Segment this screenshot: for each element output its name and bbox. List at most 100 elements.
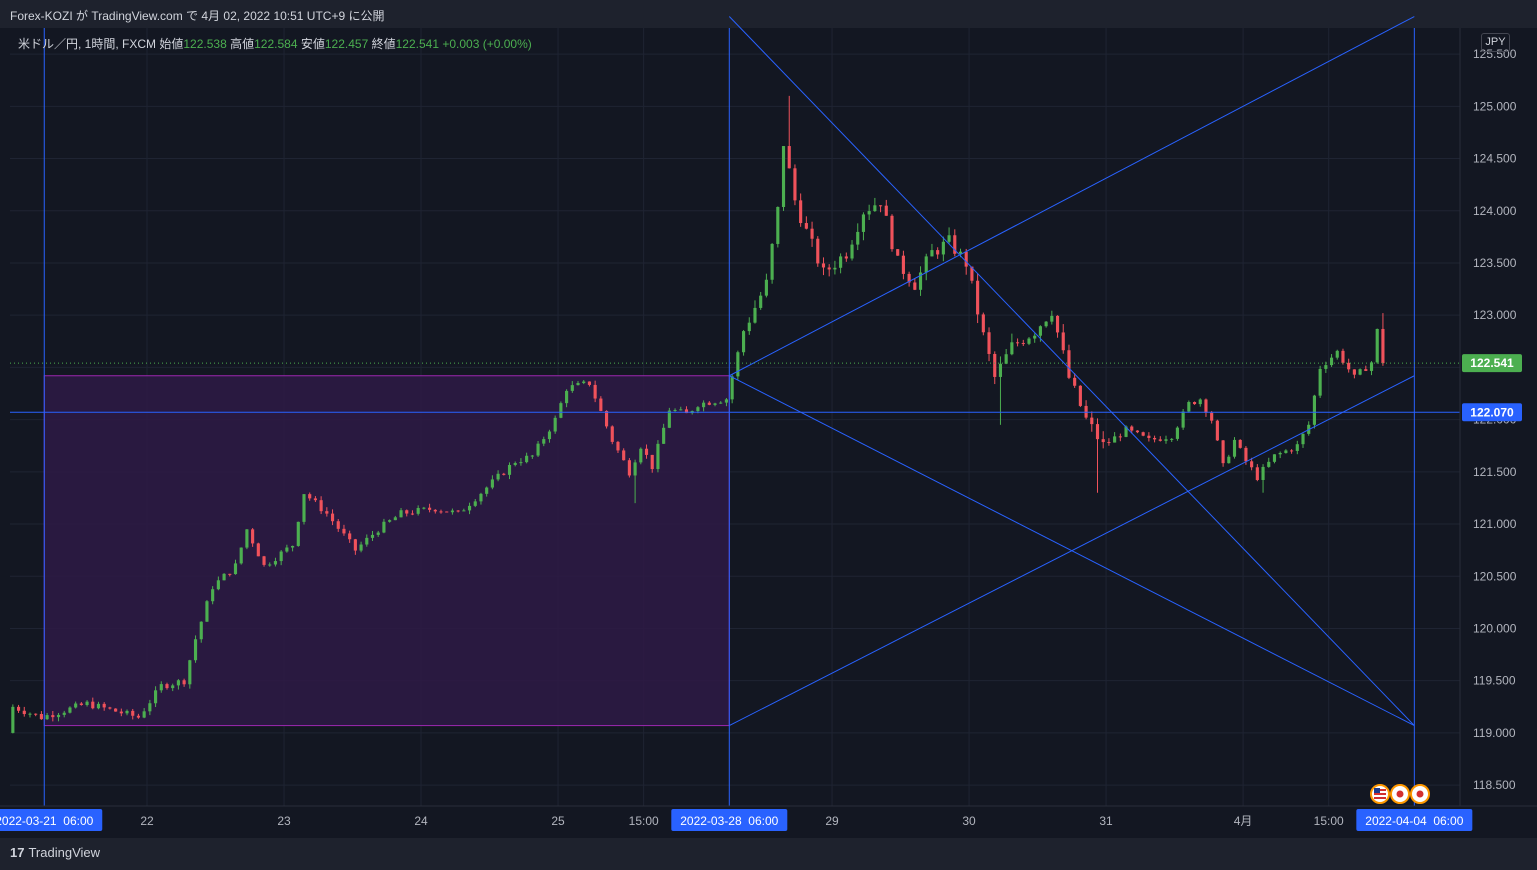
candle-body [907,273,911,283]
candle-body [1210,412,1214,421]
candle-body [816,238,820,264]
trend-lines[interactable] [728,16,1415,727]
candle-body [171,685,175,689]
candle-body [981,314,985,333]
candle-body [759,295,763,308]
candle-body [770,243,774,280]
candle-body [1295,444,1299,451]
candle-body [268,564,272,566]
candle-body [62,712,66,715]
candle-body [182,680,186,685]
candle-body [125,710,129,714]
candle-body [604,410,609,427]
candle-body [570,385,574,391]
candle-body [330,513,335,522]
candle-body [11,706,15,733]
range-rectangle-layer[interactable] [43,375,730,727]
candle-body [1181,411,1185,428]
candle-body [1250,461,1254,468]
price-tick-label: 121.500 [1473,465,1517,479]
candle-body [388,520,392,522]
candle-body [821,263,826,268]
candle-body [525,455,529,463]
candle-body [502,473,506,475]
candle-body [108,707,112,709]
candle-body [1301,433,1305,445]
price-tick-label: 119.500 [1473,674,1516,688]
candle-body [1010,342,1014,355]
candle-body [753,307,757,323]
horizontal-lines[interactable] [10,362,1460,413]
candle-body [79,703,83,706]
candle-body [439,511,443,513]
footer-bar [0,838,1537,870]
candle-body [724,399,729,403]
candle-body [222,573,226,581]
candle-body [1358,369,1362,375]
trend-line[interactable] [729,16,1415,377]
candle-body [730,376,734,400]
candle-body [1375,328,1379,363]
brand-name: TradingView [28,845,101,860]
candle-body [1095,424,1100,440]
candle-body [1221,440,1225,464]
candle-body [593,384,597,399]
candle-body [16,706,21,711]
candle-body [119,711,123,714]
candle-body [1135,430,1140,433]
jp-flag-icon-dot [1416,790,1424,798]
candle-body [684,409,689,414]
trend-line[interactable] [728,16,1415,726]
candle-body [1124,426,1128,437]
candle-body [650,454,654,470]
candle-body [530,455,534,457]
candle-body [256,543,260,557]
candle-body [719,402,723,404]
vertical-lines[interactable] [43,28,1415,832]
candle-body [1084,405,1088,418]
candle-body [639,448,643,463]
candle-body [193,639,198,661]
candle-body [433,509,437,512]
candle-body [890,215,894,250]
candle-body [976,280,980,315]
candle-body [85,701,89,706]
candle-body [1347,362,1351,370]
candle-body [473,501,477,506]
time-tick-label: 15:00 [629,814,659,828]
range-rectangle[interactable] [43,375,730,727]
price-tick-label: 121.000 [1473,517,1517,531]
trend-line[interactable] [729,375,1415,727]
time-tick-label: 30 [962,814,976,828]
price-tick-label: 118.500 [1473,778,1516,792]
candle-body [764,279,768,296]
candle-body [154,690,158,704]
candle-body [1215,420,1219,441]
candle-body [924,256,928,273]
candle-body [273,561,278,565]
candle-body [867,211,871,215]
candle-body [348,533,352,540]
candle-body [1158,439,1162,441]
candle-body [953,235,957,254]
candle-body [622,450,626,461]
candle-body [998,363,1003,377]
candle-body [39,713,43,720]
candle-body [1341,350,1345,363]
candle-body [1232,439,1237,457]
candle-body [1284,450,1288,453]
symbol-label[interactable]: 米ドル／円, 1時間, FXCM [18,37,157,51]
tradingview-brand[interactable]: 17 TradingView [10,845,100,860]
time-tick-label: 4月 [1234,814,1253,828]
price-tick-label: 123.500 [1473,256,1517,270]
candles [11,95,1385,734]
candle-body [365,537,369,545]
candle-body [165,684,169,689]
currency-button[interactable]: JPY [1481,33,1510,52]
price-tick-label: 125.000 [1473,99,1517,113]
event-icons[interactable] [1370,784,1430,804]
candle-body [399,510,403,518]
candle-body [627,460,631,476]
candle-body [644,448,649,455]
